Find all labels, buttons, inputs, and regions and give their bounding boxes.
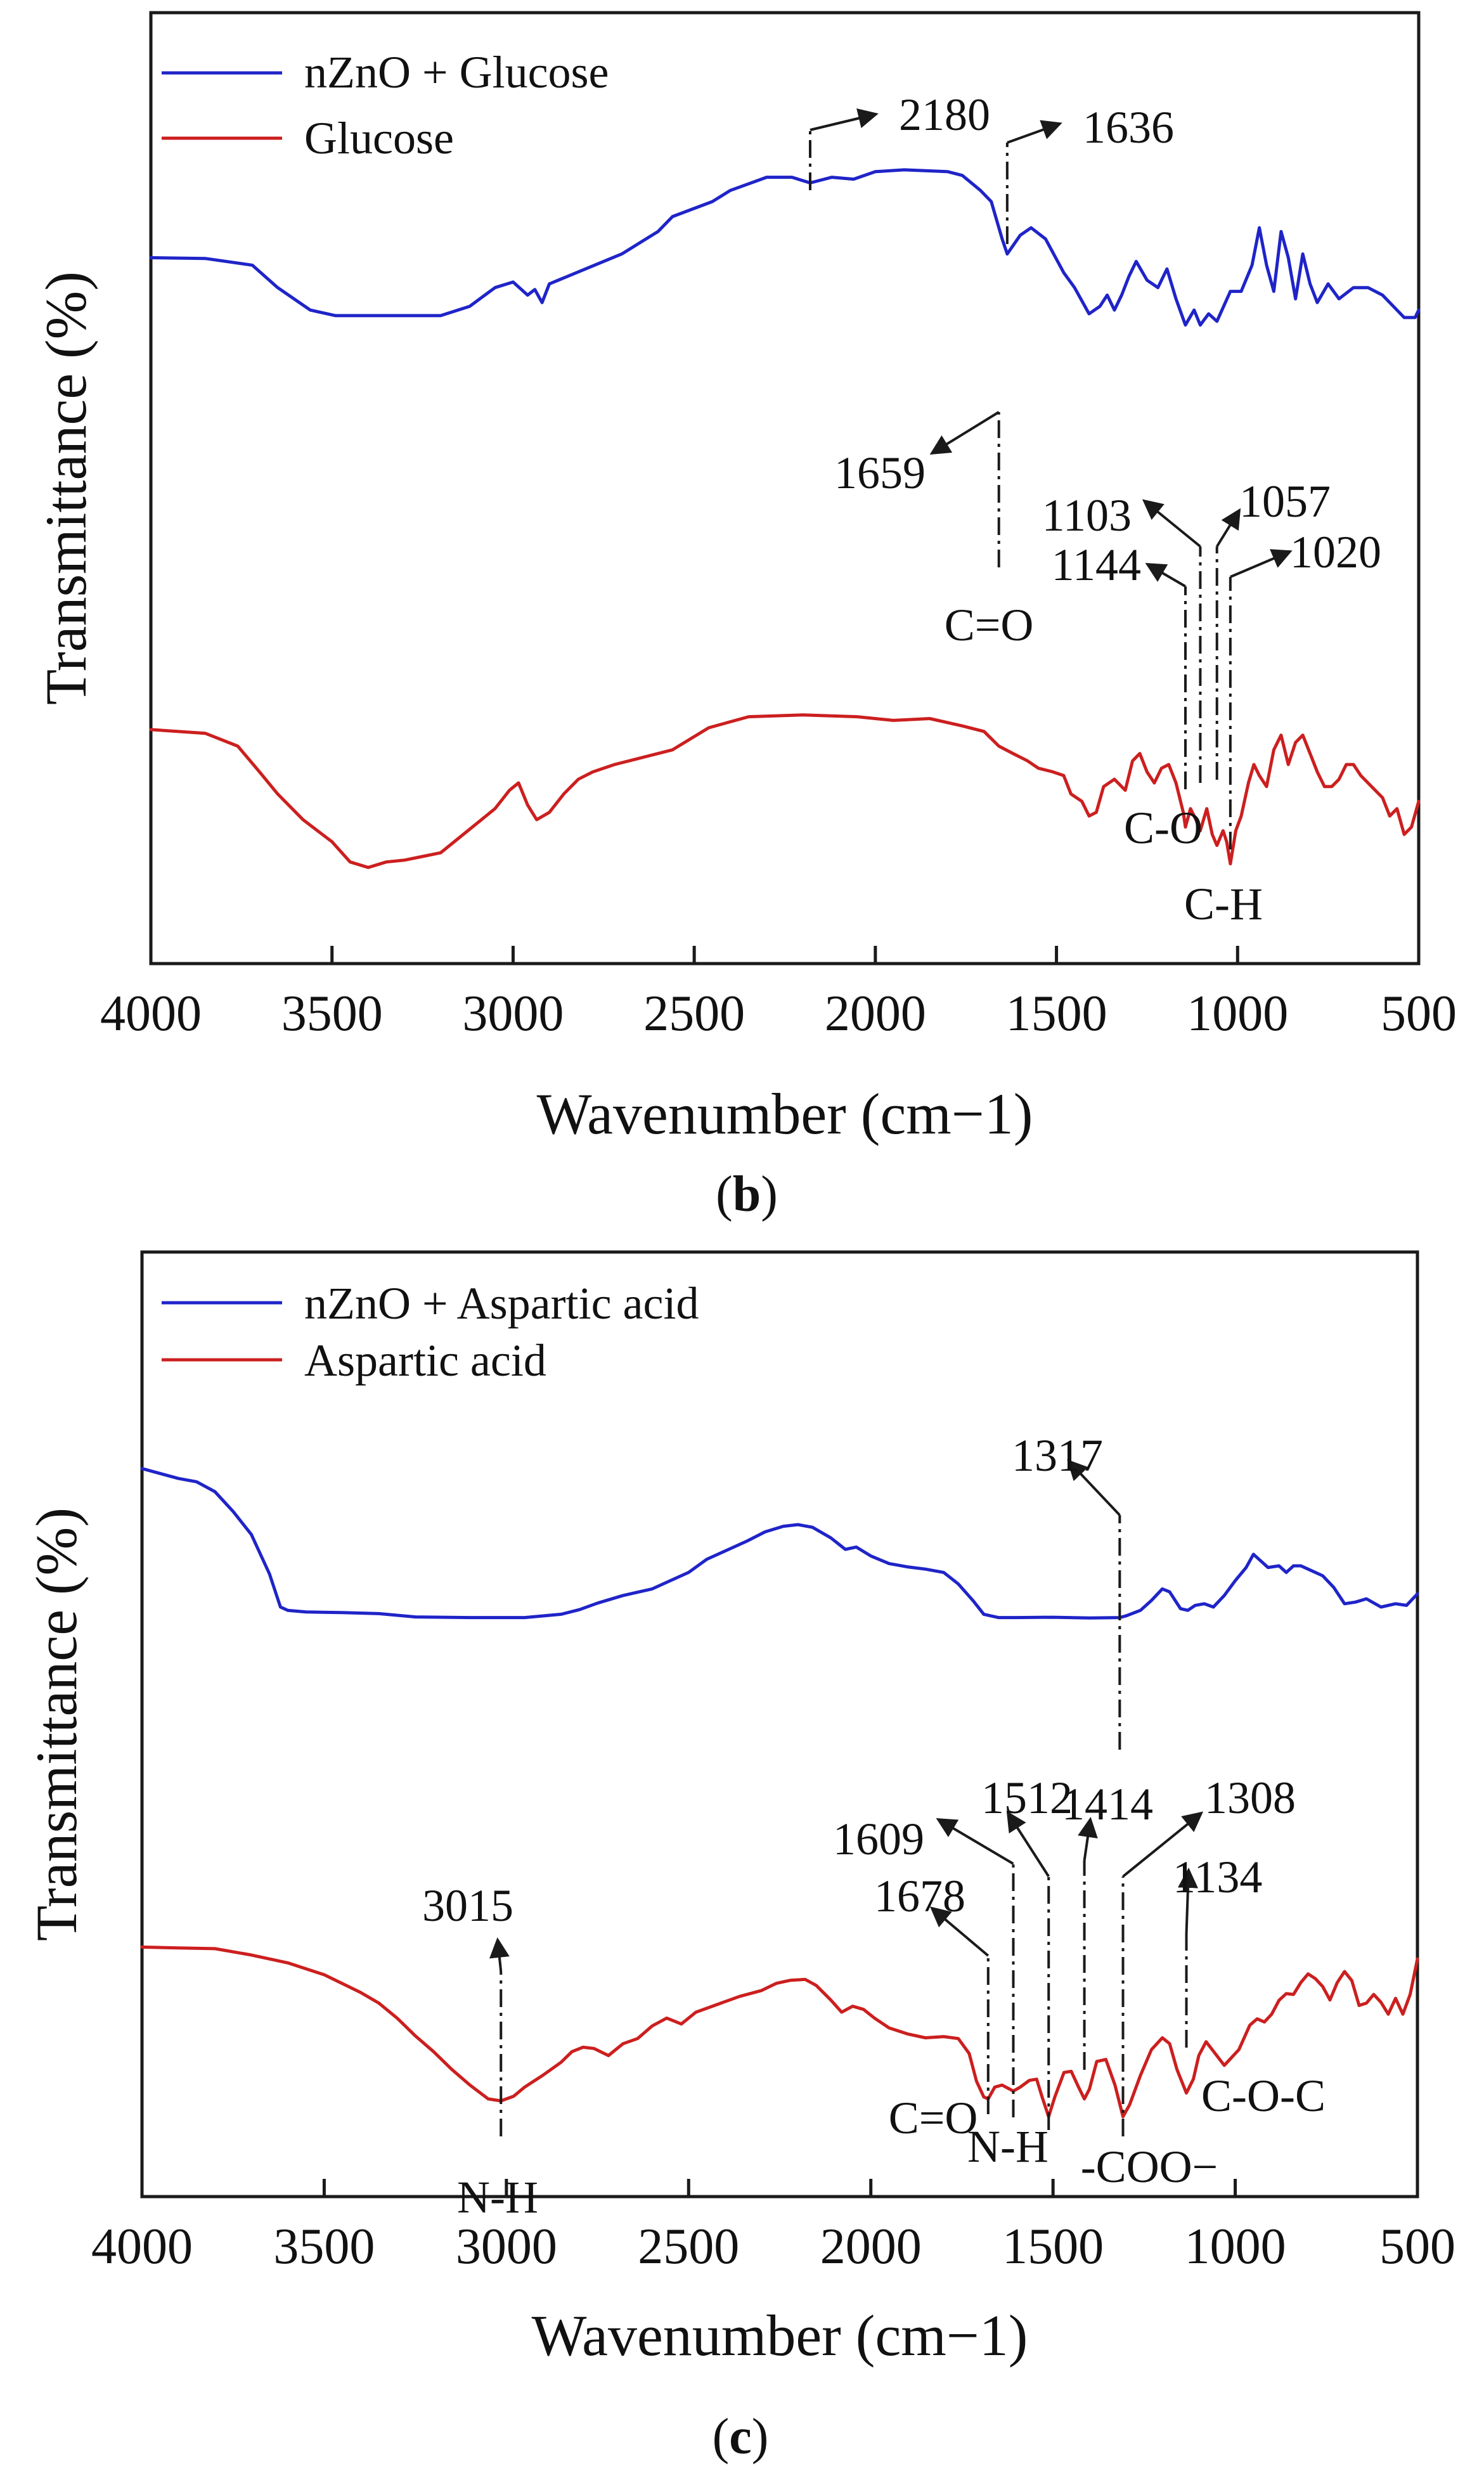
peak-arrow-1057: [1216, 508, 1241, 548]
panel-c-x-axis-title: Wavenumber (cm−1): [532, 2303, 1028, 2368]
x-tick-label-2000: 2000: [820, 2219, 922, 2275]
peak-arrow-1317: [1067, 1459, 1121, 1516]
panel-b-x-tick-labels: 4000 3500 3000 2500 2000 1500 1000 500: [100, 986, 1457, 1042]
band-label-2: N-H: [967, 2121, 1048, 2172]
x-tick-label-1000: 1000: [1185, 2219, 1286, 2275]
peak-arrow-2180: [810, 108, 879, 131]
peak-label-1414: 1414: [1062, 1779, 1153, 1830]
band-label-1: C=O: [889, 2093, 978, 2143]
panel-c-plot-frame: [140, 1250, 1419, 2199]
series-line-glucose: [149, 713, 1421, 869]
panel-c-y-axis-title: Transmittance (%): [24, 1508, 89, 1941]
x-tick-label-1500: 1500: [1002, 2219, 1104, 2275]
peak-arrow-1134: [1178, 1868, 1199, 1934]
peak-label-1636: 1636: [1083, 102, 1174, 153]
peak-arrow-1636: [1007, 120, 1062, 144]
peak-label-1057: 1057: [1239, 476, 1331, 527]
legend-label-nzno-aspartic: nZnO + Aspartic acid: [304, 1278, 699, 1329]
peak-arrow-1103: [1142, 499, 1201, 548]
peak-arrow-1020: [1230, 549, 1293, 578]
peak-arrow-1678: [929, 1906, 990, 1957]
panel-b-label: (b): [716, 1166, 778, 1222]
peak-label-2180: 2180: [899, 89, 990, 140]
peak-label-1144: 1144: [1052, 539, 1141, 590]
peak-arrow-1609: [936, 1818, 1014, 1865]
panel-b-plot-frame: [149, 11, 1421, 965]
panel-b-legend: nZnO + Glucose Glucose: [162, 47, 609, 164]
x-tick-label-1000: 1000: [1187, 986, 1288, 1042]
peak-label-1659: 1659: [834, 448, 926, 498]
panel-c-x-tick-labels: 4000 3500 3000 2500 2000 1500 1000 500: [91, 2219, 1455, 2275]
peak-arrow-1144: [1145, 562, 1187, 588]
x-tick-label-500: 500: [1379, 2219, 1455, 2275]
peak-arrow-3015: [489, 1937, 510, 1972]
peak-label-1512: 1512: [981, 1772, 1073, 1823]
peak-arrow-1659: [929, 411, 1000, 455]
legend-label-aspartic: Aspartic acid: [304, 1335, 546, 1386]
panel-b-chart: 4000 3500 3000 2500 2000 1500 1000 500 2180 1636…: [34, 11, 1457, 1222]
panel-b-y-axis-title: Transmittance (%): [34, 271, 98, 705]
panel-c-label: (c): [713, 2409, 769, 2465]
peak-label-1134: 1134: [1173, 1852, 1262, 1902]
legend-label-nzno-glucose: nZnO + Glucose: [304, 47, 609, 98]
x-tick-label-4000: 4000: [100, 986, 202, 1042]
band-label-4: C-O-C: [1201, 2070, 1326, 2121]
x-tick-label-3500: 3500: [281, 986, 383, 1042]
panel-b-series: [149, 168, 1421, 869]
x-tick-label-2000: 2000: [825, 986, 926, 1042]
peak-label-1317: 1317: [1012, 1430, 1103, 1481]
band-label-3: -COO−: [1081, 2141, 1218, 2192]
band-label-0: N-H: [457, 2172, 538, 2223]
legend-label-glucose: Glucose: [304, 113, 454, 164]
peak-label-1308: 1308: [1204, 1772, 1296, 1823]
x-tick-label-3000: 3000: [462, 986, 564, 1042]
peak-label-1103: 1103: [1042, 490, 1132, 541]
peak-arrow-1414: [1078, 1817, 1098, 1861]
panel-c-legend: nZnO + Aspartic acid Aspartic acid: [162, 1278, 699, 1386]
x-tick-label-500: 500: [1381, 986, 1457, 1042]
peak-label-1609: 1609: [833, 1814, 924, 1864]
x-tick-label-2500: 2500: [638, 2219, 739, 2275]
band-label-1: C-O: [1124, 803, 1203, 853]
x-tick-label-4000: 4000: [91, 2219, 193, 2275]
panel-b-x-ticks: [149, 946, 1421, 964]
series-line-nzno-aspartic-acid: [140, 1467, 1419, 1620]
panel-c-x-ticks: [140, 2179, 1419, 2197]
x-tick-label-2500: 2500: [643, 986, 745, 1042]
band-label-2: C-H: [1184, 879, 1263, 929]
peak-label-3015: 3015: [422, 1880, 513, 1931]
x-tick-label-3500: 3500: [273, 2219, 375, 2275]
x-tick-label-3000: 3000: [456, 2219, 557, 2275]
peak-arrow-1512: [1006, 1811, 1050, 1878]
band-label-0: C=O: [945, 600, 1034, 650]
series-line-nzno-glucose: [149, 168, 1421, 327]
panel-c-chart: 4000 3500 3000 2500 2000 1500 1000 500 1317 3015…: [24, 1250, 1455, 2465]
peak-arrow-1308: [1122, 1811, 1204, 1878]
peak-label-1020: 1020: [1290, 527, 1381, 578]
peak-label-1678: 1678: [874, 1871, 965, 1921]
panel-b-x-axis-title: Wavenumber (cm−1): [537, 1082, 1033, 1146]
x-tick-label-1500: 1500: [1006, 986, 1107, 1042]
